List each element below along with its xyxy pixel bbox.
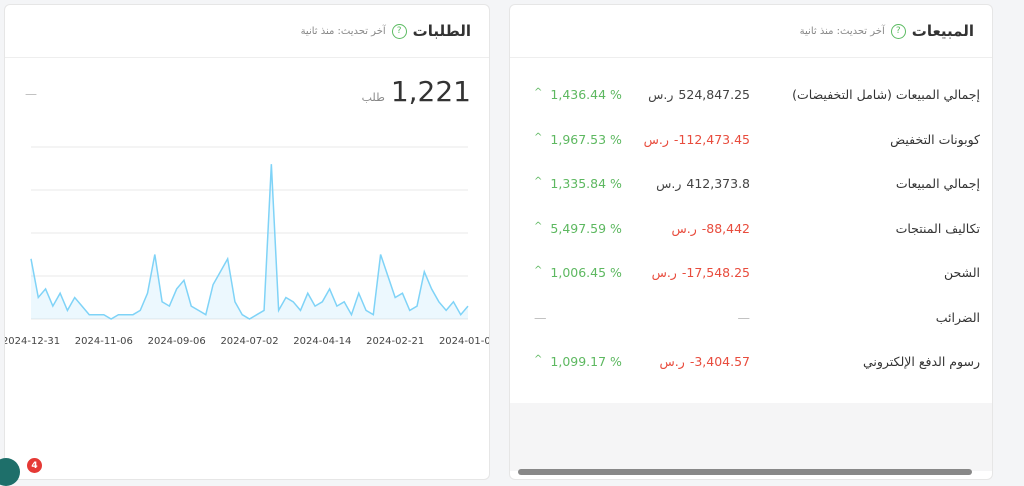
sales-row: إجمالي المبيعات (شامل التخفيضات) ر.س 524,8… <box>510 80 992 110</box>
update-note: آخر تحديث: منذ ثانية <box>799 25 885 37</box>
line-area <box>31 164 468 319</box>
sales-row: الشحن ر.س -17,548.25 ^ 1,006.45 % <box>510 258 992 288</box>
amount-value: 412,373.8 <box>686 176 750 191</box>
row-amount: ر.س -112,473.45 <box>644 131 750 147</box>
x-tick-label: 2024-11-06 <box>75 336 133 347</box>
currency: ر.س <box>648 87 674 102</box>
total-value: 1,221 <box>390 75 471 108</box>
row-amount: ر.س -17,548.25 <box>651 265 750 280</box>
row-label: كوبونات التخفيض <box>890 131 980 147</box>
change-value: — <box>534 309 547 325</box>
x-tick-label: 2024-12-31 <box>5 336 60 347</box>
card-title: الطلبات <box>412 22 471 40</box>
row-label: تكاليف المنتجات <box>895 220 980 236</box>
update-note: آخر تحديث: منذ ثانية <box>300 25 386 37</box>
row-amount: ر.س -3,404.57 <box>654 354 750 369</box>
change-value: 1,335.84 % <box>550 176 622 191</box>
change-value: 1,436.44 % <box>550 87 622 102</box>
up-arrow: ^ <box>534 354 543 365</box>
help-icon[interactable]: ? <box>890 23 906 39</box>
row-change: ^ 1,967.53 % <box>534 131 622 147</box>
up-arrow: ^ <box>534 87 543 98</box>
x-tick-label: 2024-02-21 <box>366 336 424 347</box>
sales-row: تكاليف المنتجات ر.س -88,442 ^ 5,497.59 % <box>510 214 992 244</box>
orders-line <box>30 164 469 320</box>
row-amount: ر.س 412,373.8 <box>654 176 750 191</box>
row-change: ^ 1,006.45 % <box>534 265 622 280</box>
orders-total: 1,221 طلب <box>362 75 471 108</box>
row-amount: — <box>654 309 751 325</box>
up-arrow: ^ <box>534 265 543 276</box>
up-arrow: ^ <box>534 131 543 143</box>
amount-value: -3,404.57 <box>689 354 750 369</box>
row-change: ^ 1,335.84 % <box>534 176 622 191</box>
sales-header: المبيعات ? آخر تحديث: منذ ثانية <box>510 5 992 58</box>
amount-value: 524,847.25 <box>678 87 750 102</box>
page: المبيعات ? آخر تحديث: منذ ثانية إجمالي ا… <box>0 4 993 486</box>
up-arrow: ^ <box>534 220 543 232</box>
change-value: 1,099.17 % <box>550 354 622 369</box>
row-change: ^ 1,436.44 % <box>534 87 622 102</box>
help-icon[interactable]: ? <box>391 23 407 39</box>
amount-value: -17,548.25 <box>681 265 750 280</box>
currency: ر.س <box>671 220 697 236</box>
amount-value: — <box>737 309 751 325</box>
row-change: — <box>534 310 618 325</box>
orders-chart: 2024-12-31 2024-11-06 2024-09-06 2024-07-02… <box>5 146 489 347</box>
sales-row: كوبونات التخفيض ر.س -112,473.45 ^ 1,967.53 % <box>510 125 992 155</box>
orders-header: الطلبات ? آخر تحديث: منذ ثانية <box>5 5 489 58</box>
x-tick-label: 2024-01-01 <box>439 336 489 347</box>
amount-value: -112,473.45 <box>673 131 750 147</box>
currency: ر.س <box>656 176 682 191</box>
compare-dash: — <box>25 87 37 101</box>
total-unit: طلب <box>361 91 385 104</box>
change-value: 5,497.59 % <box>550 220 622 236</box>
row-label: رسوم الدفع الإلكتروني <box>862 354 980 369</box>
notification-badge: 4 <box>27 458 42 473</box>
currency: ر.س <box>659 354 685 369</box>
x-tick-label: 2024-09-06 <box>148 336 206 347</box>
scrollbar[interactable] <box>518 469 972 475</box>
change-value: 1,006.45 % <box>550 265 622 280</box>
row-change: ^ 5,497.59 % <box>534 220 622 236</box>
orders-card: الطلبات ? آخر تحديث: منذ ثانية 1,221 طلب… <box>4 4 490 480</box>
row-change: ^ 1,099.17 % <box>534 354 622 369</box>
currency: ر.س <box>651 265 677 280</box>
up-arrow: ^ <box>534 176 543 187</box>
row-label: الشحن <box>943 265 980 280</box>
sales-row: رسوم الدفع الإلكتروني ر.س -3,404.57 ^ 1,099.… <box>510 347 992 377</box>
row-label: إجمالي المبيعات (شامل التخفيضات) <box>792 87 980 102</box>
sales-card: المبيعات ? آخر تحديث: منذ ثانية إجمالي ا… <box>509 4 993 480</box>
sales-row: إجمالي المبيعات ر.س 412,373.8 ^ 1,335.84 % <box>510 169 992 199</box>
row-amount: ر.س 524,847.25 <box>648 87 750 102</box>
sales-row: الضرائب — — <box>510 303 992 333</box>
row-label: الضرائب <box>935 309 980 325</box>
x-tick-label: 2024-07-02 <box>220 336 278 347</box>
card-title: المبيعات <box>911 22 974 40</box>
amount-value: -88,442 <box>701 220 750 236</box>
row-amount: ر.س -88,442 <box>654 221 750 236</box>
currency: ر.س <box>643 131 669 147</box>
row-label: إجمالي المبيعات <box>895 176 980 191</box>
net-row-bg <box>510 403 992 471</box>
change-value: 1,967.53 % <box>550 131 622 147</box>
x-tick-label: 2024-04-14 <box>293 336 351 347</box>
